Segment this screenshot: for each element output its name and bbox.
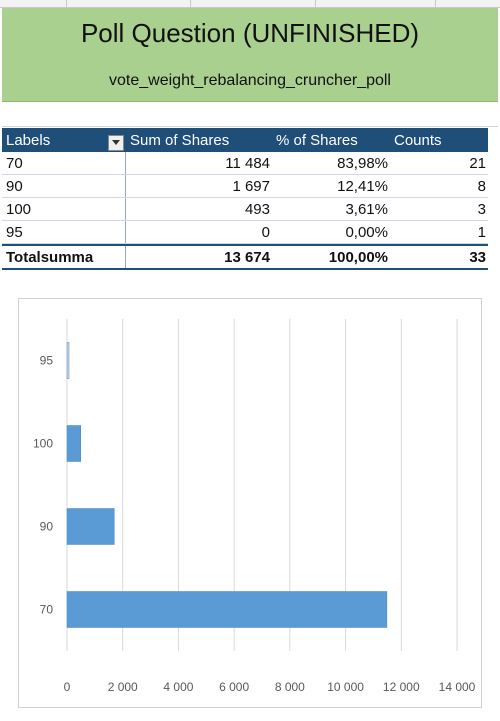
row-shares: 1 697 — [232, 177, 270, 195]
table-row[interactable]: 70 11 484 83,98% 21 — [2, 152, 488, 175]
header-sum-of-shares: Sum of Shares — [130, 131, 230, 149]
header-counts: Counts — [394, 131, 442, 149]
dropdown-arrow-icon[interactable] — [108, 134, 124, 151]
x-tick-label: 2 000 — [108, 680, 138, 694]
x-tick-label: 8 000 — [275, 680, 305, 694]
row-label: 90 — [2, 175, 126, 197]
total-shares: 13 674 — [224, 248, 270, 266]
row-count: 1 — [477, 223, 486, 241]
total-label: Totalsumma — [2, 246, 126, 268]
y-tick-label: 70 — [40, 603, 54, 617]
row-label: 100 — [2, 198, 126, 220]
poll-title: Poll Question (UNFINISHED) — [80, 18, 420, 48]
row-count: 3 — [477, 200, 486, 218]
total-row[interactable]: Totalsumma 13 674 100,00% 33 — [2, 244, 488, 270]
row-pct: 83,98% — [337, 154, 388, 172]
row-pct: 0,00% — [345, 223, 388, 241]
total-count: 33 — [469, 248, 486, 266]
poll-subtitle: vote_weight_rebalancing_cruncher_poll — [109, 72, 391, 89]
row-shares: 493 — [244, 200, 270, 218]
chart-plot: 0 2 000 4 000 6 000 8 000 10 000 12 000 14 000 7… — [33, 319, 476, 694]
row-pct: 3,61% — [345, 200, 388, 218]
bar — [66, 508, 115, 545]
bar — [66, 342, 70, 379]
column-divider — [315, 0, 316, 8]
row-count: 21 — [469, 154, 486, 172]
column-divider — [435, 0, 436, 8]
row-label: 70 — [2, 152, 126, 174]
table-row[interactable]: 90 1 697 12,41% 8 — [2, 175, 488, 198]
table-row[interactable]: 95 0 0,00% 1 — [2, 221, 488, 244]
pivot-header-row: Labels Sum of Shares % of Shares Counts — [2, 128, 488, 152]
table-row[interactable]: 100 493 3,61% 3 — [2, 198, 488, 221]
x-tick-label: 10 000 — [327, 680, 364, 694]
y-tick-label: 95 — [40, 354, 54, 368]
row-pct: 12,41% — [337, 177, 388, 195]
x-tick-label: 4 000 — [163, 680, 193, 694]
header-pct-of-shares: % of Shares — [276, 131, 358, 149]
y-tick-label: 90 — [40, 520, 54, 534]
column-header-strip — [0, 0, 500, 8]
header-labels: Labels — [2, 131, 126, 151]
header-labels-text: Labels — [6, 131, 51, 149]
bar — [66, 425, 81, 462]
x-tick-label: 0 — [64, 680, 71, 694]
x-tick-label: 14 000 — [439, 680, 476, 694]
row-shares: 11 484 — [225, 154, 270, 172]
row-label: 95 — [2, 221, 126, 243]
total-pct: 100,00% — [328, 248, 388, 266]
poll-header-cell[interactable]: Poll Question (UNFINISHED) vote_weight_r… — [2, 8, 498, 102]
row-count: 8 — [477, 177, 486, 195]
column-divider — [66, 0, 67, 8]
x-tick-label: 12 000 — [383, 680, 420, 694]
x-tick-label: 6 000 — [219, 680, 249, 694]
row-shares: 0 — [261, 223, 270, 241]
empty-row[interactable] — [2, 102, 498, 127]
column-divider — [190, 0, 191, 8]
shares-bar-chart[interactable]: 0 2 000 4 000 6 000 8 000 10 000 12 000 14 000 7… — [18, 298, 482, 708]
y-tick-label: 100 — [33, 437, 53, 451]
pivot-table[interactable]: Labels Sum of Shares % of Shares Counts … — [2, 128, 488, 270]
bar — [66, 591, 388, 628]
